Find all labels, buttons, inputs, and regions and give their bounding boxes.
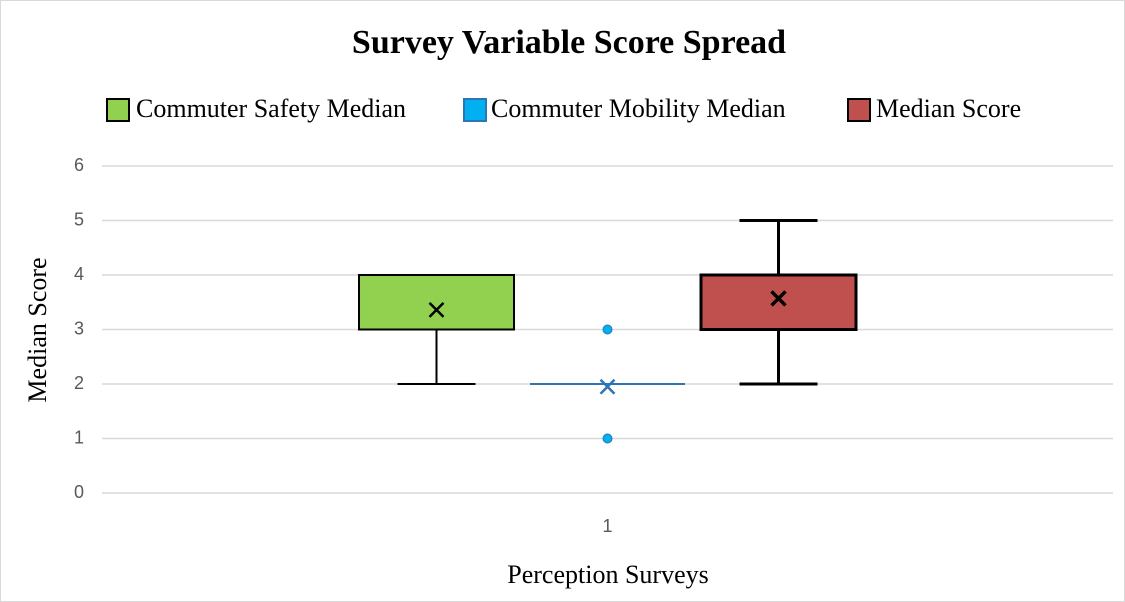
chart-title: Survey Variable Score Spread [352, 24, 786, 61]
y-tick-label: 3 [74, 318, 84, 338]
y-tick-label: 0 [74, 482, 84, 502]
y-tick-label: 1 [74, 427, 84, 447]
y-axis-label: Median Score [23, 257, 52, 402]
legend-label: Commuter Mobility Median [491, 94, 786, 123]
legend-swatch [106, 98, 130, 122]
outlier [602, 324, 613, 335]
outlier [602, 433, 613, 444]
mean-marker [599, 378, 616, 395]
legend-label: Median Score [876, 94, 1021, 123]
legend-label: Commuter Safety Median [136, 94, 406, 123]
x-axis-label: Perception Surveys [507, 560, 708, 589]
y-tick-label: 2 [74, 373, 84, 393]
legend-swatch [463, 98, 487, 122]
legend-swatch [847, 98, 871, 122]
mean-marker [770, 290, 787, 307]
box [699, 273, 858, 331]
mean-marker [428, 301, 445, 318]
y-tick-label: 4 [74, 264, 84, 284]
x-tick-label: 1 [602, 516, 612, 536]
box [358, 274, 515, 331]
y-tick-label: 5 [74, 209, 84, 229]
y-tick-label: 6 [74, 155, 84, 175]
